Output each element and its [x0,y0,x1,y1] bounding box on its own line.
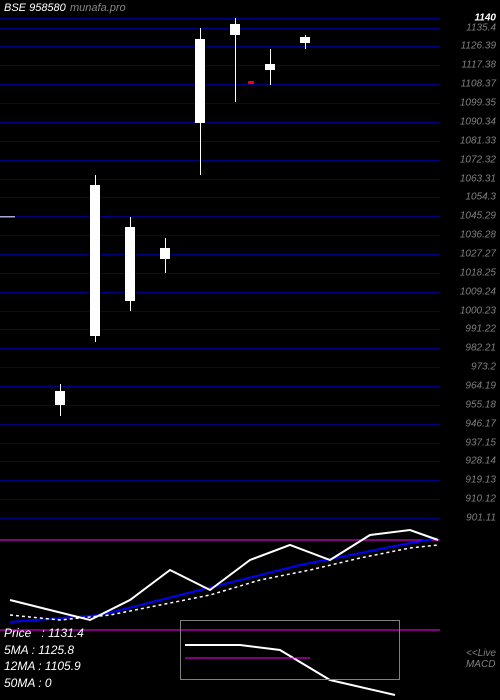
ma50-row: 50MA : 0 [4,675,84,692]
chart-line [10,530,438,620]
price-row: Price : 1131.4 [4,625,84,642]
chart-line [10,545,438,620]
price-info-box: Price : 1131.4 5MA : 1125.8 12MA : 1105.… [4,625,84,692]
macd-label: <<Live MACD [466,648,496,670]
ma12-row: 12MA : 1105.9 [4,658,84,675]
line-overlay [0,0,500,700]
chart-container: BSE 958580 munafa.pro 11401135.41126.391… [0,0,500,700]
macd-inset-box [180,620,400,680]
ma5-row: 5MA : 1125.8 [4,642,84,659]
